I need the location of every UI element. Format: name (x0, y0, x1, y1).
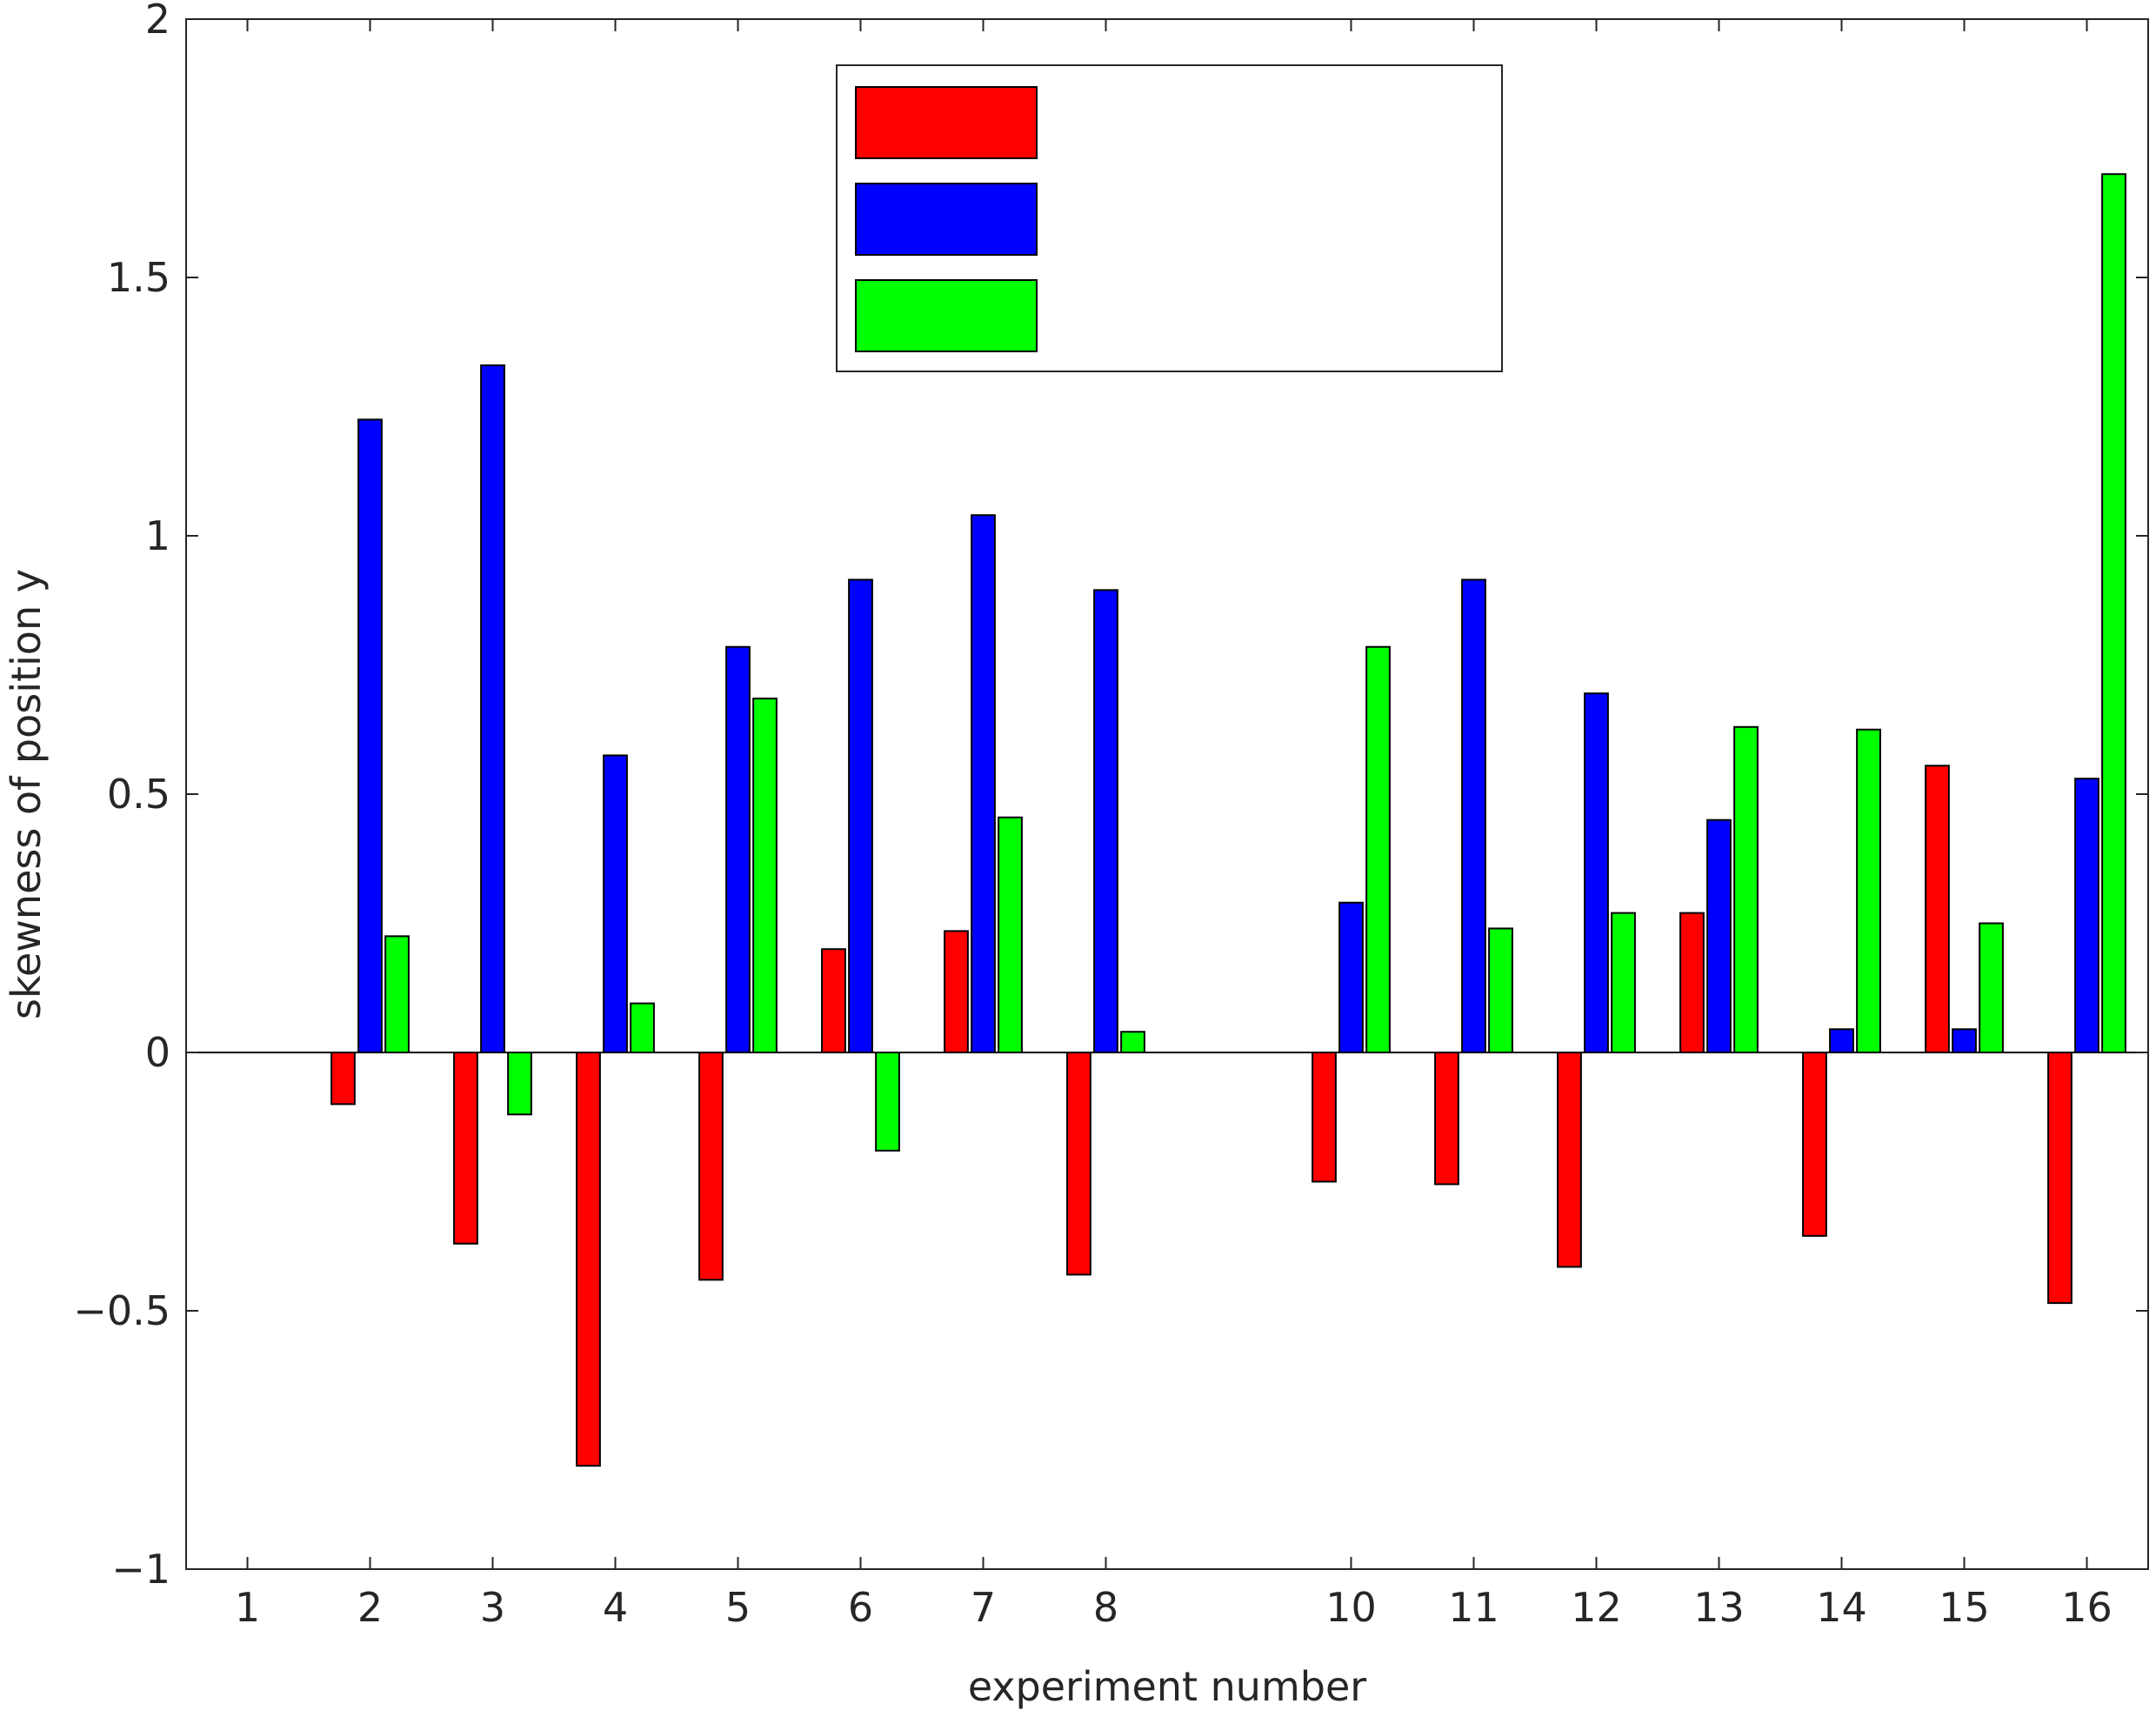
bar-series-3-exp-12 (1611, 912, 1636, 1053)
bar-series-1-exp-4 (576, 1052, 601, 1467)
legend-swatch-series-2 (855, 183, 1038, 256)
x-tick-label: 15 (1939, 1584, 1990, 1631)
bar-series-1-exp-16 (2047, 1052, 2073, 1305)
x-tick-label: 3 (480, 1584, 505, 1631)
bar-series-1-exp-12 (1557, 1052, 1582, 1268)
bar-series-3-exp-4 (630, 1002, 655, 1053)
bar-series-3-exp-15 (1979, 922, 2004, 1053)
x-axis-label: experiment number (968, 1663, 1366, 1710)
bar-series-1-exp-3 (453, 1052, 478, 1245)
bar-series-1-exp-6 (821, 948, 846, 1053)
bar-series-3-exp-3 (507, 1052, 532, 1116)
y-tick-label: −0.5 (73, 1287, 170, 1334)
y-tick-label: −1 (111, 1546, 170, 1593)
y-tick-label: 0 (145, 1029, 170, 1076)
bar-series-1-exp-2 (330, 1052, 356, 1106)
y-axis-label: skewness of position y (3, 569, 50, 1019)
bar-series-2-exp-12 (1584, 692, 1609, 1053)
x-tick-label: 8 (1093, 1584, 1118, 1631)
bar-series-2-exp-2 (357, 418, 383, 1054)
bar-series-2-exp-3 (480, 364, 505, 1054)
bar-series-1-exp-10 (1312, 1052, 1337, 1183)
bar-series-3-exp-6 (875, 1052, 900, 1152)
legend-swatch-series-1 (855, 86, 1038, 159)
legend (836, 64, 1503, 372)
x-tick-label: 11 (1448, 1584, 1499, 1631)
legend-swatch-series-3 (855, 279, 1038, 352)
bar-series-3-exp-11 (1488, 927, 1513, 1053)
bar-series-1-exp-7 (944, 930, 969, 1054)
x-tick-label: 13 (1693, 1584, 1745, 1631)
x-tick-label: 10 (1325, 1584, 1377, 1631)
bar-series-1-exp-11 (1434, 1052, 1459, 1186)
x-tick-label: 7 (971, 1584, 996, 1631)
x-tick-label: 4 (603, 1584, 628, 1631)
bar-series-2-exp-6 (848, 578, 873, 1053)
bar-series-2-exp-13 (1706, 818, 1732, 1053)
bar-series-3-exp-7 (998, 816, 1023, 1053)
bar-series-3-exp-5 (752, 698, 778, 1053)
x-tick-label: 6 (848, 1584, 873, 1631)
bars-group (186, 173, 2148, 1467)
bar-series-2-exp-7 (971, 514, 996, 1053)
bar-series-2-exp-8 (1093, 589, 1118, 1053)
bar-series-3-exp-14 (1856, 728, 1881, 1053)
bar-series-1-exp-5 (698, 1052, 724, 1281)
x-tick-label: 12 (1571, 1584, 1622, 1631)
bar-series-3-exp-13 (1733, 725, 1759, 1054)
bar-series-3-exp-8 (1120, 1031, 1145, 1053)
bar-series-3-exp-16 (2101, 173, 2126, 1053)
bar-series-2-exp-16 (2074, 778, 2099, 1053)
bar-series-1-exp-13 (1679, 912, 1705, 1053)
bar-series-1-exp-8 (1066, 1052, 1091, 1276)
x-tick-label: 2 (357, 1584, 383, 1631)
x-tick-label: 14 (1816, 1584, 1867, 1631)
axes-box (185, 18, 2149, 1570)
y-tick-label: 0.5 (107, 771, 170, 818)
y-tick-label: 1 (145, 512, 170, 559)
bar-series-2-exp-10 (1338, 901, 1364, 1053)
x-tick-label: 5 (725, 1584, 751, 1631)
bar-series-2-exp-5 (725, 645, 751, 1054)
y-tick-label: 2 (145, 0, 170, 43)
bar-series-2-exp-14 (1829, 1028, 1854, 1054)
bar-series-3-exp-2 (384, 935, 410, 1053)
bar-series-2-exp-11 (1461, 578, 1486, 1053)
bar-series-1-exp-15 (1925, 765, 1950, 1054)
bar-series-2-exp-15 (1952, 1028, 1977, 1054)
ticks-group: 1 2 3 4 5 6 7 8 10 11 12 13 14 15 16−1−0.500.511.52 (73, 0, 2148, 1631)
x-tick-label: 1 (235, 1584, 260, 1631)
bar-series-3-exp-10 (1365, 645, 1391, 1054)
y-tick-label: 1.5 (107, 254, 170, 301)
x-tick-label: 16 (2061, 1584, 2113, 1631)
bar-series-2-exp-4 (603, 754, 628, 1053)
bar-series-1-exp-14 (1802, 1052, 1827, 1237)
